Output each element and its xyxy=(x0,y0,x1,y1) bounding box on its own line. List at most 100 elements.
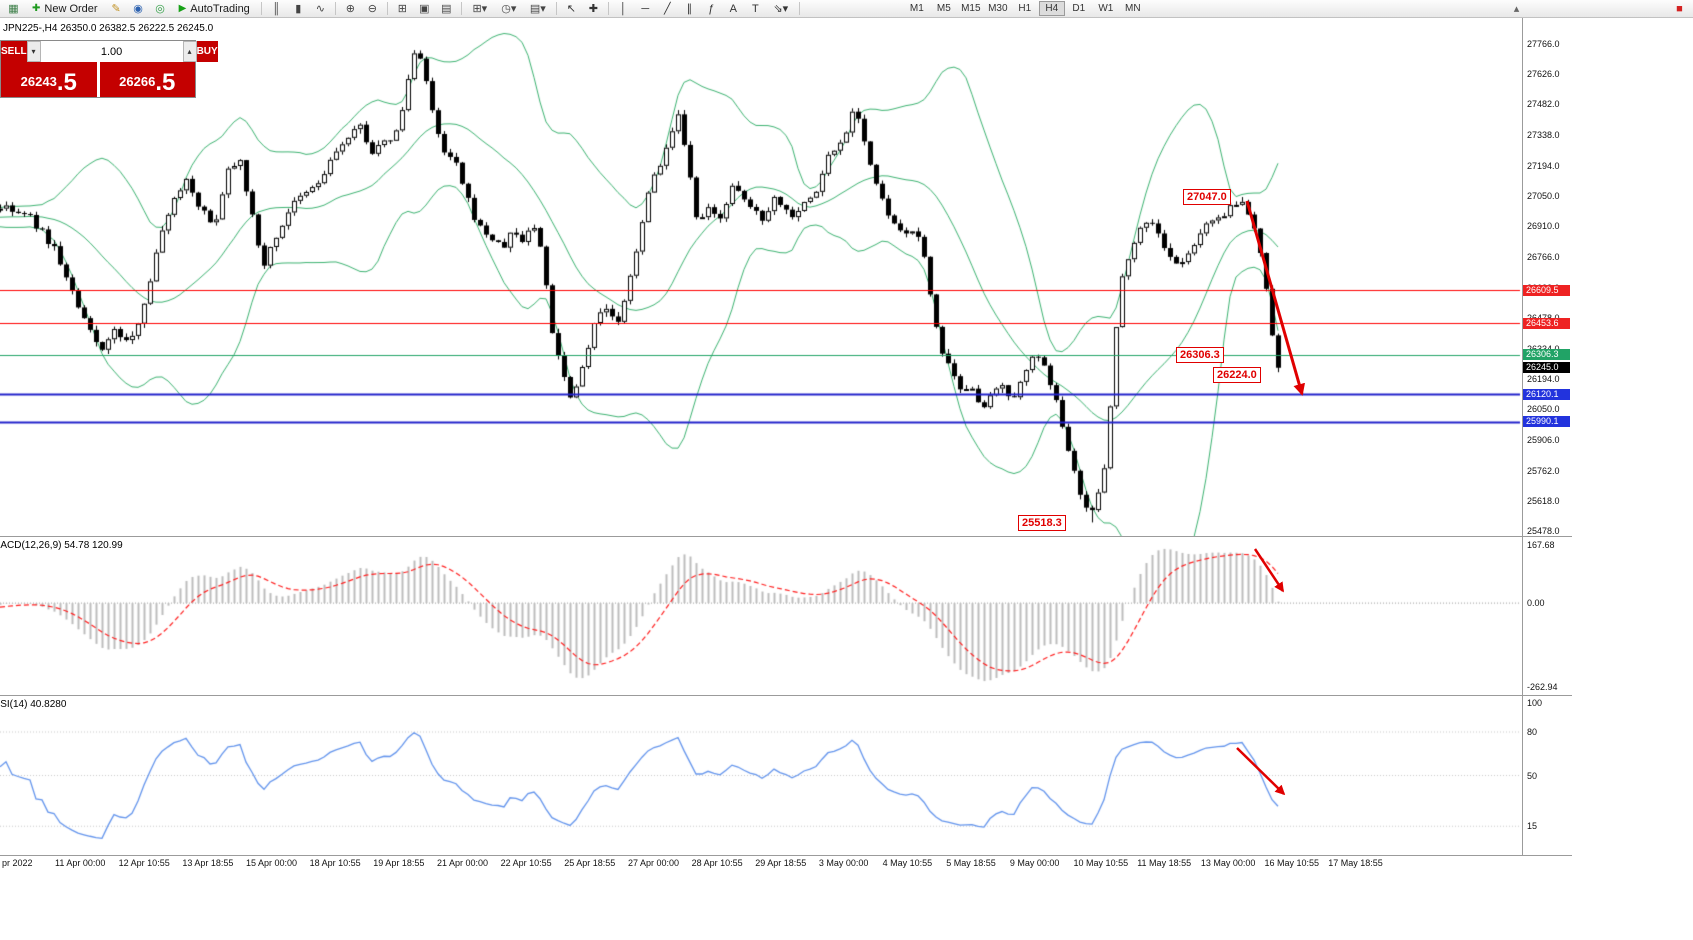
macd-axis-max: 167.68 xyxy=(1527,540,1555,550)
cascade-windows-icon[interactable]: ▣ xyxy=(419,2,430,15)
rsi-chart[interactable] xyxy=(0,696,1522,855)
timeframe-button-w1[interactable]: W1 xyxy=(1098,3,1114,14)
zoom-in-icon[interactable]: ⊕ xyxy=(345,2,355,15)
timeframe-button-mn[interactable]: MN xyxy=(1125,3,1141,14)
horizontal-line-icon[interactable]: ─ xyxy=(641,2,650,15)
buy-button[interactable]: BUY xyxy=(196,41,218,62)
time-axis-label: 17 May 18:55 xyxy=(1328,858,1383,868)
autotrading-button-icon: ▶ xyxy=(178,3,187,14)
pane-separator[interactable] xyxy=(0,695,1572,696)
price-axis-label: 27338.0 xyxy=(1527,130,1560,141)
price-chart[interactable] xyxy=(0,18,1522,536)
cursor-icon[interactable]: ↖ xyxy=(566,2,576,15)
toolbar-separator xyxy=(555,2,557,15)
timeframe-button-h1[interactable]: H1 xyxy=(1018,3,1032,14)
price-annotation[interactable]: 26306.3 xyxy=(1176,347,1224,363)
time-axis-label: 27 Apr 00:00 xyxy=(627,858,679,868)
market-watch-icon[interactable]: ◉ xyxy=(133,2,143,15)
time-axis-label: 29 Apr 18:55 xyxy=(755,858,807,868)
timeframe-button-m30[interactable]: M30 xyxy=(988,3,1008,14)
text-label-icon[interactable]: T xyxy=(751,2,759,15)
rsi-axis-label: 100 xyxy=(1527,698,1543,708)
price-axis-label: 26910.0 xyxy=(1527,221,1560,232)
volume-input[interactable] xyxy=(40,41,183,62)
sell-button[interactable]: SELL xyxy=(1,41,27,62)
crosshair-icon[interactable]: ✚ xyxy=(588,2,598,15)
tile-windows-icon[interactable]: ⊞ xyxy=(397,2,407,15)
time-axis-label: 13 May 00:00 xyxy=(1200,858,1256,868)
macd-chart[interactable] xyxy=(0,537,1522,695)
toolbar-separator xyxy=(260,2,262,15)
time-axis-label: 5 May 18:55 xyxy=(946,858,996,868)
timeframe-button-m5[interactable]: M5 xyxy=(936,3,951,14)
time-axis-label: pr 2022 xyxy=(2,858,33,868)
current-price-tag: 26245.0 xyxy=(1523,362,1570,374)
price-line-tag: 26306.3 xyxy=(1523,349,1570,361)
rsi-axis-label: 80 xyxy=(1527,727,1538,737)
editor-icon[interactable]: ✎ xyxy=(111,2,121,15)
vertical-line-icon[interactable]: │ xyxy=(619,2,627,15)
price-annotation[interactable]: 26224.0 xyxy=(1213,367,1261,383)
buy-price[interactable]: 26266.5 xyxy=(99,62,195,97)
fibonacci-icon[interactable]: ƒ xyxy=(708,2,715,15)
arrows-icon[interactable]: ⇘▾ xyxy=(773,2,789,15)
timeframe-button-m1[interactable]: M1 xyxy=(909,3,924,14)
price-axis-label: 25618.0 xyxy=(1527,496,1560,507)
rsi-label: RSI(14) 40.8280 xyxy=(0,699,67,710)
macd-axis-min: -262.94 xyxy=(1527,682,1558,692)
buy-price-pips: .5 xyxy=(155,69,176,96)
candlestick-chart-icon[interactable]: ▮ xyxy=(295,2,302,15)
price-axis-label: 27766.0 xyxy=(1527,39,1560,49)
toolbar-separator xyxy=(798,2,800,15)
new-chart-icon[interactable]: ⊞▾ xyxy=(472,2,488,15)
trendline-icon[interactable]: ╱ xyxy=(664,2,671,15)
autotrading-button-label: AutoTrading xyxy=(190,2,250,15)
price-axis-label: 27050.0 xyxy=(1527,191,1560,202)
time-axis-label: 4 May 10:55 xyxy=(882,858,933,868)
timeframe-button-d1[interactable]: D1 xyxy=(1072,3,1086,14)
auto-arrange-icon[interactable]: ▤ xyxy=(441,2,452,15)
price-axis-label: 27482.0 xyxy=(1527,99,1560,110)
price-axis-separator xyxy=(1522,18,1523,855)
one-click-trading-icon[interactable]: ■ xyxy=(1676,2,1683,15)
price-annotation[interactable]: 25518.3 xyxy=(1018,515,1066,531)
zoom-out-icon[interactable]: ⊖ xyxy=(367,2,377,15)
new-order-button[interactable]: ✚ New Order xyxy=(25,1,105,17)
new-order-button-icon: ✚ xyxy=(32,3,41,14)
macd-axis-zero: 0.00 xyxy=(1527,598,1545,609)
price-annotation[interactable]: 27047.0 xyxy=(1183,189,1231,205)
macd-indicator-pane: MACD(12,26,9) 54.78 120.99 xyxy=(0,537,1522,695)
buy-price-main: 26266 xyxy=(119,74,156,89)
time-axis-label: 11 May 18:55 xyxy=(1137,858,1192,868)
toolbar-separator xyxy=(607,2,609,15)
equidistant-channel-icon[interactable]: ∥ xyxy=(686,2,693,15)
time-axis-label: 3 May 00:00 xyxy=(818,858,869,868)
templates-icon[interactable]: ▤▾ xyxy=(529,2,546,15)
pane-separator[interactable] xyxy=(0,536,1572,537)
time-axis-label: 11 Apr 00:00 xyxy=(55,858,106,868)
price-axis-label: 26334.0 xyxy=(1527,344,1560,354)
main-toolbar: ▦ ✚ New Order ✎ ◉ ◎ ▶ AutoTrading ║ ▮ ∿ ⊕ ⊖ ⊞ ▣ ▤ ⊞▾ ◷▾ ▤▾… xyxy=(0,0,1693,18)
price-axis-label: 27194.0 xyxy=(1527,160,1560,171)
volume-down-button[interactable]: ▾ xyxy=(26,41,41,62)
price-chart-pane: JPN225-,H4 26350.0 26382.5 26222.5 26245… xyxy=(0,18,1522,536)
sell-price[interactable]: 26243.5 xyxy=(1,62,97,97)
periods-icon[interactable]: ◷▾ xyxy=(501,2,517,15)
timeframe-button-m15[interactable]: M15 xyxy=(961,3,981,14)
time-axis-label: 13 Apr 18:55 xyxy=(182,858,234,868)
expert-advisors-icon[interactable]: ◎ xyxy=(155,2,165,15)
time-axis-label: 15 Apr 00:00 xyxy=(245,858,298,868)
time-axis-label: 12 Apr 10:55 xyxy=(118,858,170,868)
bar-chart-icon[interactable]: ║ xyxy=(272,2,281,15)
autotrading-button[interactable]: ▶ AutoTrading xyxy=(172,1,257,17)
scroll-up-icon[interactable]: ▴ xyxy=(1513,2,1520,15)
rsi-indicator-pane: RSI(14) 40.8280 xyxy=(0,696,1522,855)
chart-window-icon[interactable]: ▦ xyxy=(8,2,19,15)
volume-up-button[interactable]: ▴ xyxy=(182,41,197,62)
timeframe-button-h4[interactable]: H4 xyxy=(1038,1,1065,16)
line-chart-icon[interactable]: ∿ xyxy=(315,2,325,15)
text-icon[interactable]: A xyxy=(729,2,737,15)
price-line-tag: 25990.1 xyxy=(1523,416,1570,428)
trade-buttons-row: SELL ▾ ▴ BUY xyxy=(1,41,218,62)
